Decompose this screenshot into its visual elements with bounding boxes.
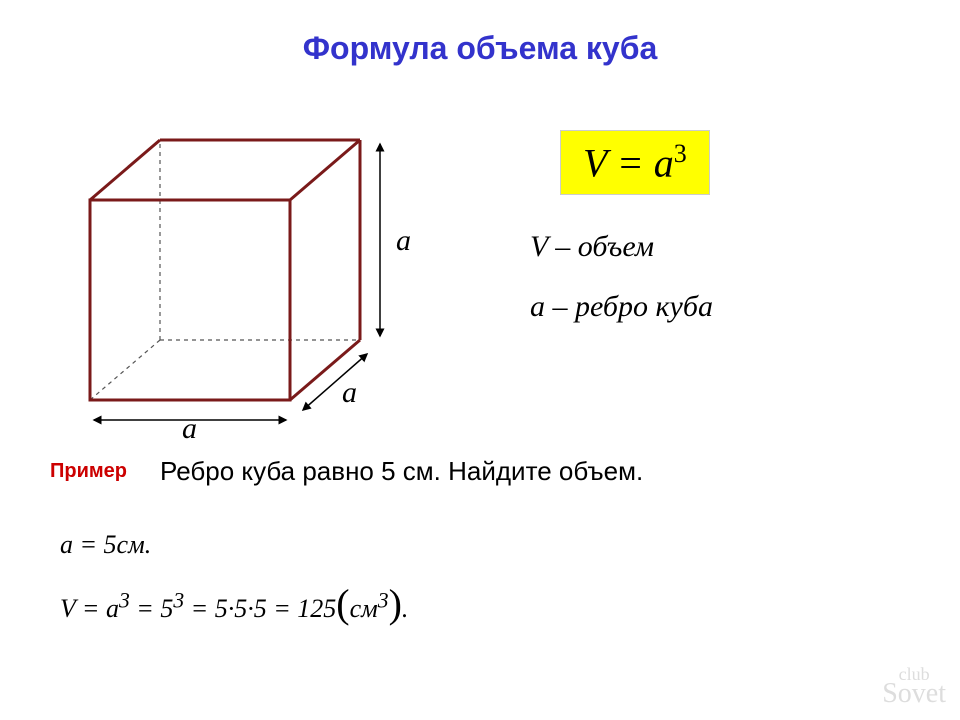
- formula-box: V = a3: [560, 130, 710, 195]
- label-height: a: [396, 224, 411, 257]
- watermark: club Sovet: [882, 667, 946, 706]
- page-title: Формула объема куба: [0, 30, 960, 67]
- label-depth: a: [342, 376, 357, 409]
- formula-exp: 3: [674, 139, 687, 168]
- label-width: a: [182, 412, 197, 440]
- legend-edge: a – ребро куба: [530, 290, 713, 324]
- example-label: Пример: [50, 460, 127, 483]
- formula-base: a: [654, 140, 674, 185]
- legend-volume: V – объем: [530, 230, 654, 264]
- solution-line-2: V = a3 = 53 = 5·5·5 = 125(см3).: [60, 580, 408, 627]
- formula-lhs: V: [583, 140, 607, 185]
- solution-line-1: a = 5см.: [60, 530, 151, 560]
- example-text: Ребро куба равно 5 см. Найдите объем.: [160, 456, 643, 487]
- cube-diagram: a a a: [70, 110, 430, 430]
